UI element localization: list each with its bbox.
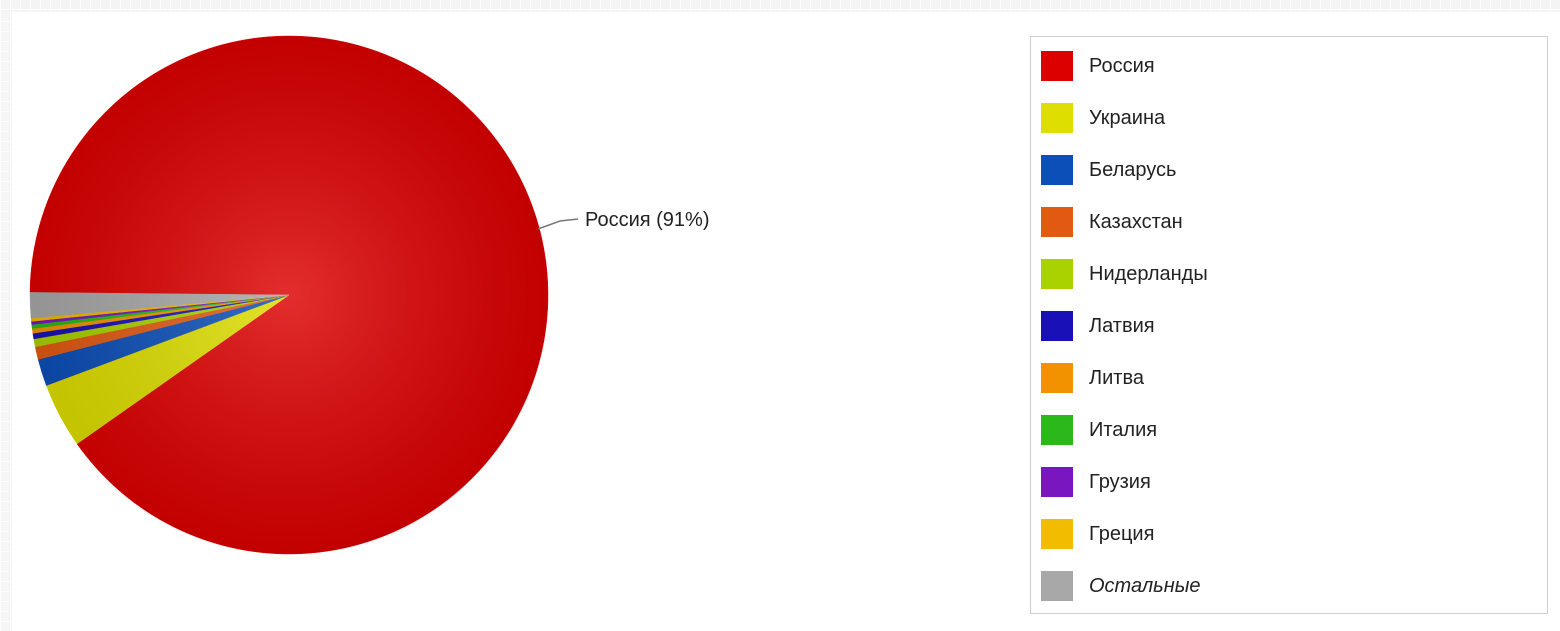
top-strip — [0, 0, 1560, 12]
legend-label: Италия — [1089, 418, 1158, 441]
legend-label: Украина — [1089, 106, 1166, 129]
legend-label: Литва — [1089, 366, 1144, 389]
legend-item-3: Казахстан — [1041, 207, 1183, 237]
legend-label: Греция — [1089, 522, 1155, 545]
callout-label-russia: Россия (91%) — [585, 209, 710, 231]
legend-item-0: Россия — [1041, 51, 1155, 81]
legend-label: Нидерланды — [1089, 262, 1208, 285]
callout-leader-line — [537, 218, 579, 230]
legend-label: Латвия — [1089, 314, 1155, 337]
legend-swatch — [1041, 363, 1073, 393]
legend-item-1: Украина — [1041, 103, 1165, 133]
legend-item-2: Беларусь — [1041, 155, 1176, 185]
legend-label: Остальные — [1089, 574, 1201, 597]
legend-swatch — [1041, 155, 1073, 185]
legend-item-5: Латвия — [1041, 311, 1155, 341]
legend-label: Грузия — [1089, 470, 1151, 493]
legend-item-8: Грузия — [1041, 467, 1151, 497]
legend-swatch — [1041, 207, 1073, 237]
legend-swatch — [1041, 51, 1073, 81]
legend-swatch — [1041, 103, 1073, 133]
legend-item-9: Греция — [1041, 519, 1154, 549]
legend-swatch — [1041, 467, 1073, 497]
legend-item-10: Остальные — [1041, 571, 1201, 601]
legend-label: Россия — [1089, 54, 1155, 77]
legend-swatch — [1041, 311, 1073, 341]
left-strip — [0, 12, 12, 631]
legend-swatch — [1041, 259, 1073, 289]
legend-label: Беларусь — [1089, 158, 1177, 181]
legend-item-6: Литва — [1041, 363, 1144, 393]
legend-swatch — [1041, 415, 1073, 445]
legend: Россия Украина Беларусь Казахстан Нидерланды… — [1030, 36, 1548, 614]
legend-label: Казахстан — [1089, 210, 1183, 233]
legend-swatch — [1041, 571, 1073, 601]
pie-slices — [29, 35, 549, 555]
legend-swatch — [1041, 519, 1073, 549]
legend-item-4: Нидерланды — [1041, 259, 1208, 289]
legend-item-7: Италия — [1041, 415, 1157, 445]
